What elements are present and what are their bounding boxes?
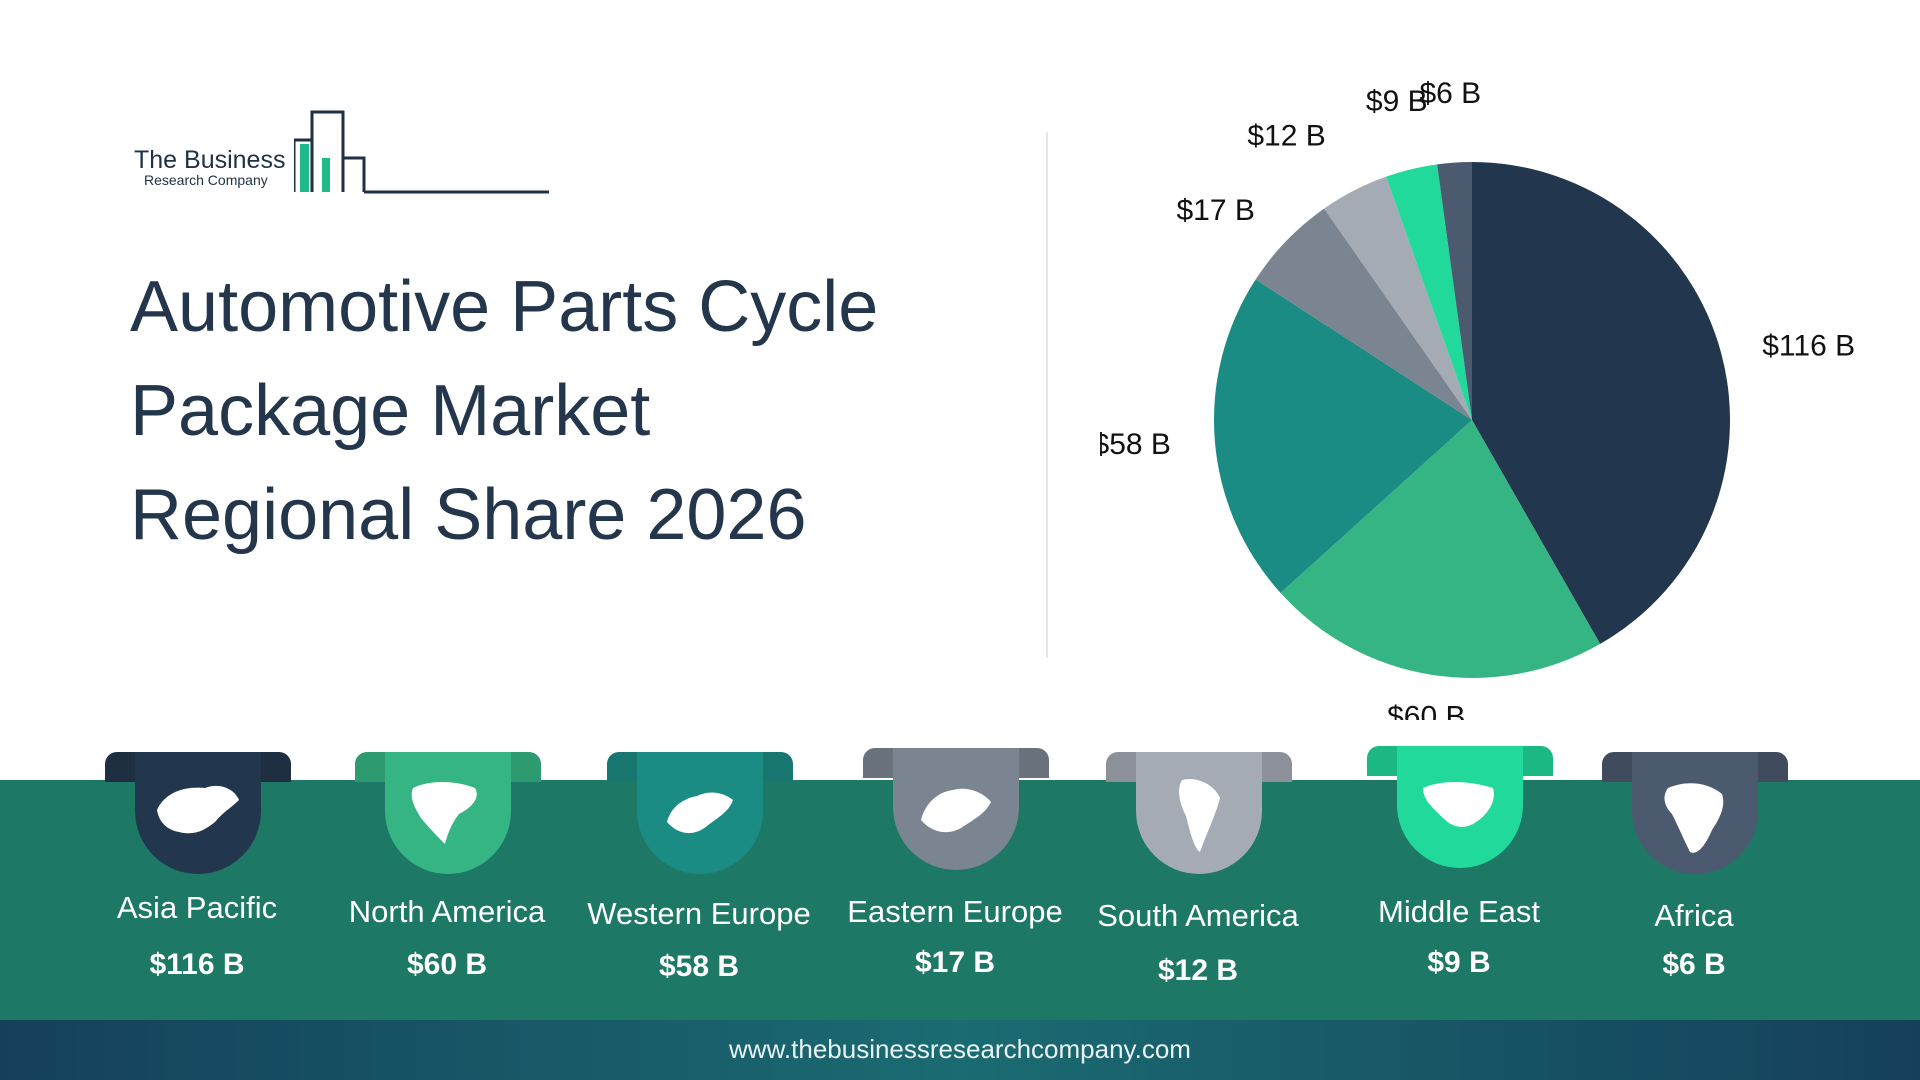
title-line: Regional Share 2026 xyxy=(130,475,807,555)
region-card: South America $12 B xyxy=(1053,0,1303,987)
western-europe-map-icon xyxy=(667,792,733,834)
pie-slice-asia-pacific xyxy=(1472,162,1730,644)
region-badge xyxy=(893,748,1019,870)
vertical-divider xyxy=(1046,132,1048,658)
pie-data-label: $58 B xyxy=(1100,428,1171,461)
brand-logo: The Business Research Company xyxy=(134,108,549,198)
region-value: $116 B xyxy=(149,948,245,981)
region-name: Western Europe xyxy=(587,896,811,931)
region-name: Asia Pacific xyxy=(116,890,278,925)
region-card: Eastern Europe $17 B xyxy=(810,0,1063,979)
asia-map-icon xyxy=(157,785,239,834)
region-value: $17 B xyxy=(914,946,996,979)
north-america-map-icon xyxy=(411,782,477,844)
pie-data-label: $17 B xyxy=(1176,194,1254,227)
pie-slice-eastern-europe xyxy=(1255,208,1472,420)
south-america-map-icon xyxy=(1179,778,1220,852)
pie-data-label: $116 B xyxy=(1762,329,1855,362)
title-line: Package Market xyxy=(130,371,651,451)
region-badge xyxy=(637,752,763,874)
pie-slice-north-america xyxy=(1280,420,1601,678)
region-badge xyxy=(135,752,261,874)
region-badge xyxy=(1397,746,1523,868)
brand-name: The Business xyxy=(134,146,286,174)
pie-slice-western-europe xyxy=(1214,279,1472,593)
region-name: South America xyxy=(1097,898,1299,933)
region-card: Africa $6 B xyxy=(1549,0,1799,981)
region-name: Africa xyxy=(1654,898,1734,933)
africa-map-icon xyxy=(1664,783,1724,853)
region-value: $12 B xyxy=(1157,954,1239,987)
page-title: Automotive Parts Cycle Package Market Re… xyxy=(130,255,990,567)
footer-bar: www.thebusinessresearchcompany.com xyxy=(0,1020,1920,1080)
region-card: Western Europe $58 B xyxy=(554,0,811,983)
region-value: $60 B xyxy=(406,948,488,981)
title-line: Automotive Parts Cycle xyxy=(130,267,879,347)
region-value: $6 B xyxy=(1662,948,1726,981)
pie-data-label: $6 B xyxy=(1419,80,1481,110)
brand-subname: Research Company xyxy=(144,172,268,188)
pie-slice-middle-east xyxy=(1386,164,1472,420)
region-name: Middle East xyxy=(1378,894,1540,929)
region-badge xyxy=(1632,752,1758,874)
eastern-europe-map-icon xyxy=(921,788,991,833)
region-badge xyxy=(385,752,511,874)
region-card: Asia Pacific $116 B xyxy=(52,0,302,981)
region-badge xyxy=(1136,752,1262,874)
buildings-icon xyxy=(294,110,549,194)
region-value: $9 B xyxy=(1427,946,1491,979)
pie-slice-africa xyxy=(1437,162,1472,420)
pie-data-label: $9 B xyxy=(1366,85,1428,118)
pie-slice-south-america xyxy=(1324,176,1472,420)
footer-url[interactable]: www.thebusinessresearchcompany.com xyxy=(729,1034,1191,1064)
region-name: North America xyxy=(348,894,546,929)
pie-data-label: $60 B xyxy=(1387,700,1465,720)
region-card: North America $60 B xyxy=(302,0,552,981)
middle-east-map-icon xyxy=(1423,782,1494,827)
pie-data-label: $12 B xyxy=(1247,119,1325,152)
pie-chart: $116 B $60 B $58 B $17 B $12 B $9 B$6 B xyxy=(1100,80,1855,720)
region-card: Middle East $9 B xyxy=(1314,0,1564,979)
region-name: Eastern Europe xyxy=(847,894,1063,929)
region-value: $58 B xyxy=(658,950,740,983)
